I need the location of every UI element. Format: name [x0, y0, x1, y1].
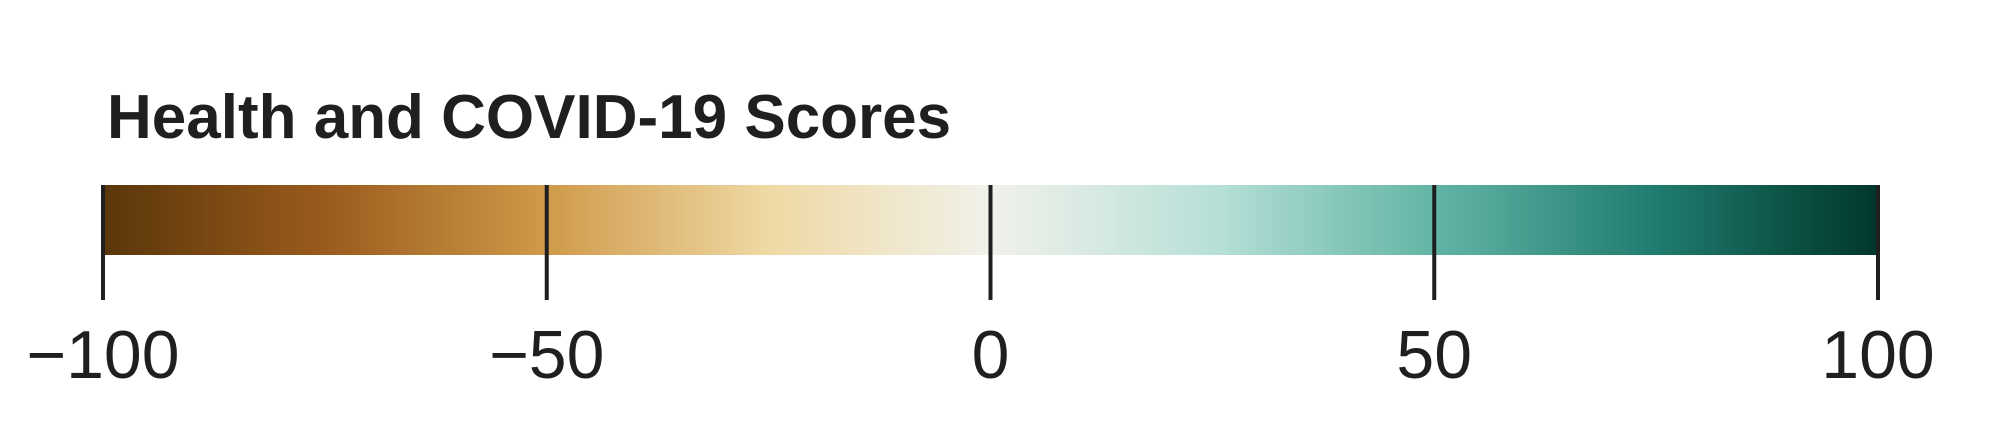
tick-label: −50	[489, 317, 604, 393]
tick-label: 50	[1396, 317, 1472, 393]
tick-group: −100 −50 0 50 100	[26, 185, 1935, 393]
tick-label: −100	[26, 317, 179, 393]
tick-label: 0	[972, 317, 1010, 393]
legend-title: Health and COVID-19 Scores	[107, 83, 951, 152]
tick-label: 100	[1821, 317, 1934, 393]
